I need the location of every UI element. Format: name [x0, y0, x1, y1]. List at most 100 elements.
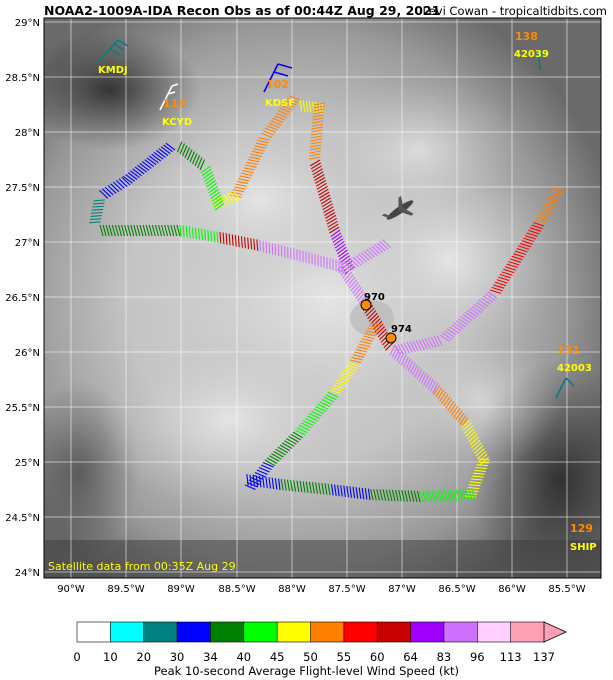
- colorbar-swatch: [143, 621, 178, 643]
- wind-barb: [411, 364, 418, 376]
- wind-barb: [415, 340, 422, 351]
- wind-barb: [347, 260, 357, 269]
- wind-barb: [308, 156, 321, 160]
- wind-barb: [226, 193, 235, 203]
- wind-barb: [286, 438, 297, 445]
- colorbar-label: 20: [136, 650, 152, 664]
- wind-barb: [314, 174, 325, 181]
- wind-barb: [391, 489, 396, 502]
- wind-barb: [402, 356, 409, 368]
- wind-barb: [469, 436, 479, 446]
- wind-barb: [246, 161, 258, 166]
- wind-barb: [234, 235, 237, 247]
- wind-barb: [377, 328, 387, 338]
- colorbar-label: 30: [169, 650, 185, 664]
- wind-barb: [337, 261, 346, 271]
- wind-barb: [458, 489, 464, 501]
- wind-barb: [536, 216, 548, 221]
- wind-barb: [373, 244, 383, 253]
- wind-barb: [407, 490, 412, 502]
- wind-barb: [244, 236, 246, 249]
- wind-barb: [437, 490, 442, 502]
- wind-barb: [308, 481, 312, 494]
- wind-barb: [382, 489, 387, 501]
- wind-barb: [289, 95, 301, 101]
- wind-barb: [310, 135, 323, 139]
- wind-barb: [207, 229, 210, 242]
- wind-barb: [409, 341, 416, 353]
- wind-barb: [283, 479, 287, 491]
- wind-barb: [298, 424, 310, 431]
- wind-barb: [423, 374, 430, 386]
- wind-barb: [156, 150, 166, 158]
- wind-barb: [400, 354, 407, 366]
- wind-barb: [243, 167, 256, 171]
- wind-barb: [370, 315, 380, 325]
- wind-barb: [324, 209, 335, 216]
- wind-barb: [398, 489, 402, 502]
- wind-barb: [357, 292, 366, 302]
- colorbar: [76, 621, 567, 643]
- wind-barb: [464, 425, 474, 434]
- wind-barb: [278, 478, 281, 491]
- wind-barb: [461, 419, 471, 429]
- colorbar-swatch: [443, 621, 479, 643]
- lon-tick: 87.5°W: [328, 584, 365, 595]
- wind-barb: [312, 111, 325, 115]
- wind-barb: [305, 481, 309, 493]
- wind-barb: [487, 291, 498, 299]
- wind-barb: [238, 178, 250, 182]
- wind-barb: [373, 488, 377, 501]
- lon-tick: 86.5°W: [438, 584, 475, 595]
- wind-barb: [153, 151, 164, 160]
- wind-barb: [311, 165, 322, 173]
- wind-barb: [247, 159, 260, 163]
- wind-barb: [539, 211, 551, 216]
- wind-barb: [257, 139, 269, 144]
- wind-barb: [354, 351, 366, 356]
- colorbar-swatch: [410, 621, 445, 643]
- wind-barb: [314, 177, 326, 184]
- wind-barb: [250, 238, 253, 250]
- wind-barb: [343, 271, 353, 282]
- wind-barb: [118, 178, 128, 188]
- wind-barb: [355, 487, 359, 499]
- wind-barb: [202, 171, 213, 180]
- wind-barb: [208, 185, 219, 194]
- wind-barb: [363, 250, 373, 260]
- wind-barb: [158, 148, 169, 156]
- wind-barb: [122, 175, 133, 184]
- wind-barb: [133, 224, 138, 237]
- lat-tick: 25°N: [15, 458, 40, 469]
- wind-barb: [434, 490, 439, 502]
- wind-barb: [447, 400, 455, 412]
- airplane-icon: [381, 195, 414, 220]
- wind-barb: [551, 189, 564, 194]
- lon-tick: 87°W: [388, 584, 416, 595]
- wind-barb: [311, 123, 324, 127]
- track-segment: [299, 249, 343, 273]
- wind-barb: [476, 450, 487, 460]
- wind-barb: [344, 366, 356, 372]
- wind-barb: [121, 176, 131, 186]
- wind-barb: [476, 464, 488, 467]
- wind-barb: [244, 484, 256, 491]
- wind-barb: [286, 479, 290, 491]
- colorbar-label: 50: [303, 650, 318, 664]
- wind-barb: [287, 97, 299, 104]
- wind-barb: [89, 218, 102, 221]
- track-segment: [329, 361, 360, 395]
- wind-barb: [173, 224, 178, 237]
- wind-barb: [493, 284, 505, 289]
- wind-barb: [360, 340, 372, 345]
- wind-barb: [433, 384, 441, 395]
- wind-barb: [222, 232, 225, 245]
- wind-barb: [355, 255, 365, 264]
- track-segment: [330, 484, 371, 501]
- wind-barb: [467, 489, 473, 501]
- wind-barb: [256, 239, 259, 251]
- wind-barb: [279, 444, 291, 452]
- wind-barb: [480, 297, 491, 305]
- wind-barb: [346, 364, 358, 370]
- wind-barb: [313, 408, 325, 415]
